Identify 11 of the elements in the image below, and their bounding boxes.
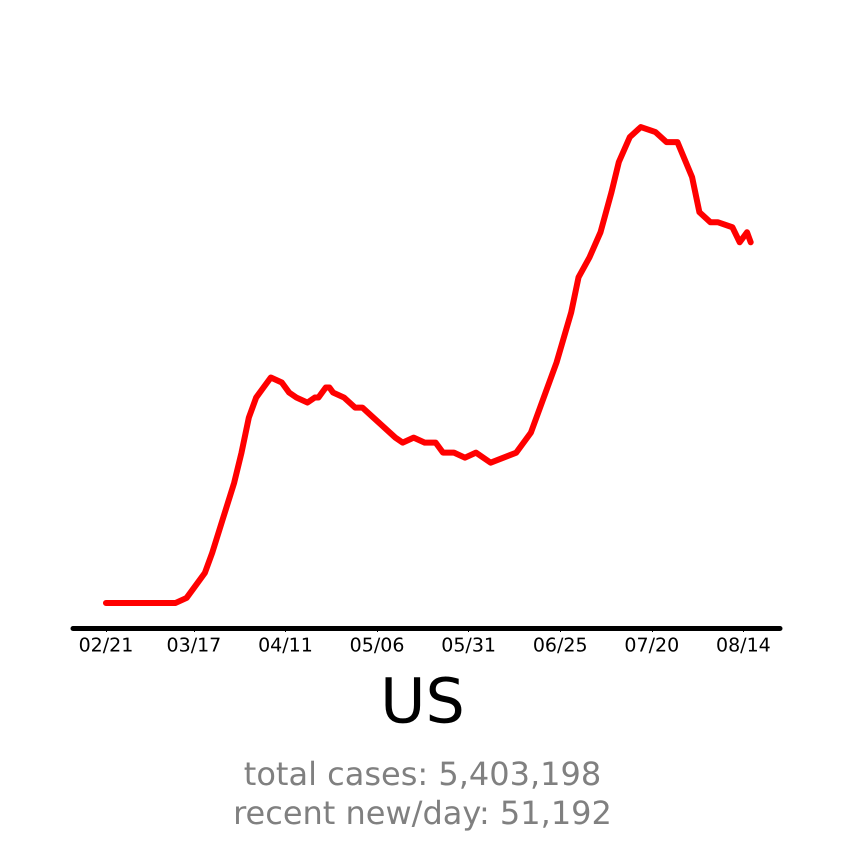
text: recent new/day: 51,192	[233, 794, 612, 832]
text: total cases: 5,403,198	[244, 755, 602, 793]
x-tick-label: 06/25	[532, 634, 588, 656]
x-tick-label: 07/20	[624, 634, 680, 656]
x-tick-label: 02/21	[78, 634, 134, 656]
x-tick-label: 04/11	[258, 634, 313, 656]
x-tick-label: 03/17	[166, 634, 222, 656]
x-tick-label: 05/06	[350, 634, 404, 656]
x-tick-label: 08/14	[716, 634, 771, 656]
text: US	[380, 664, 465, 738]
x-tick-label: 05/31	[441, 634, 496, 656]
